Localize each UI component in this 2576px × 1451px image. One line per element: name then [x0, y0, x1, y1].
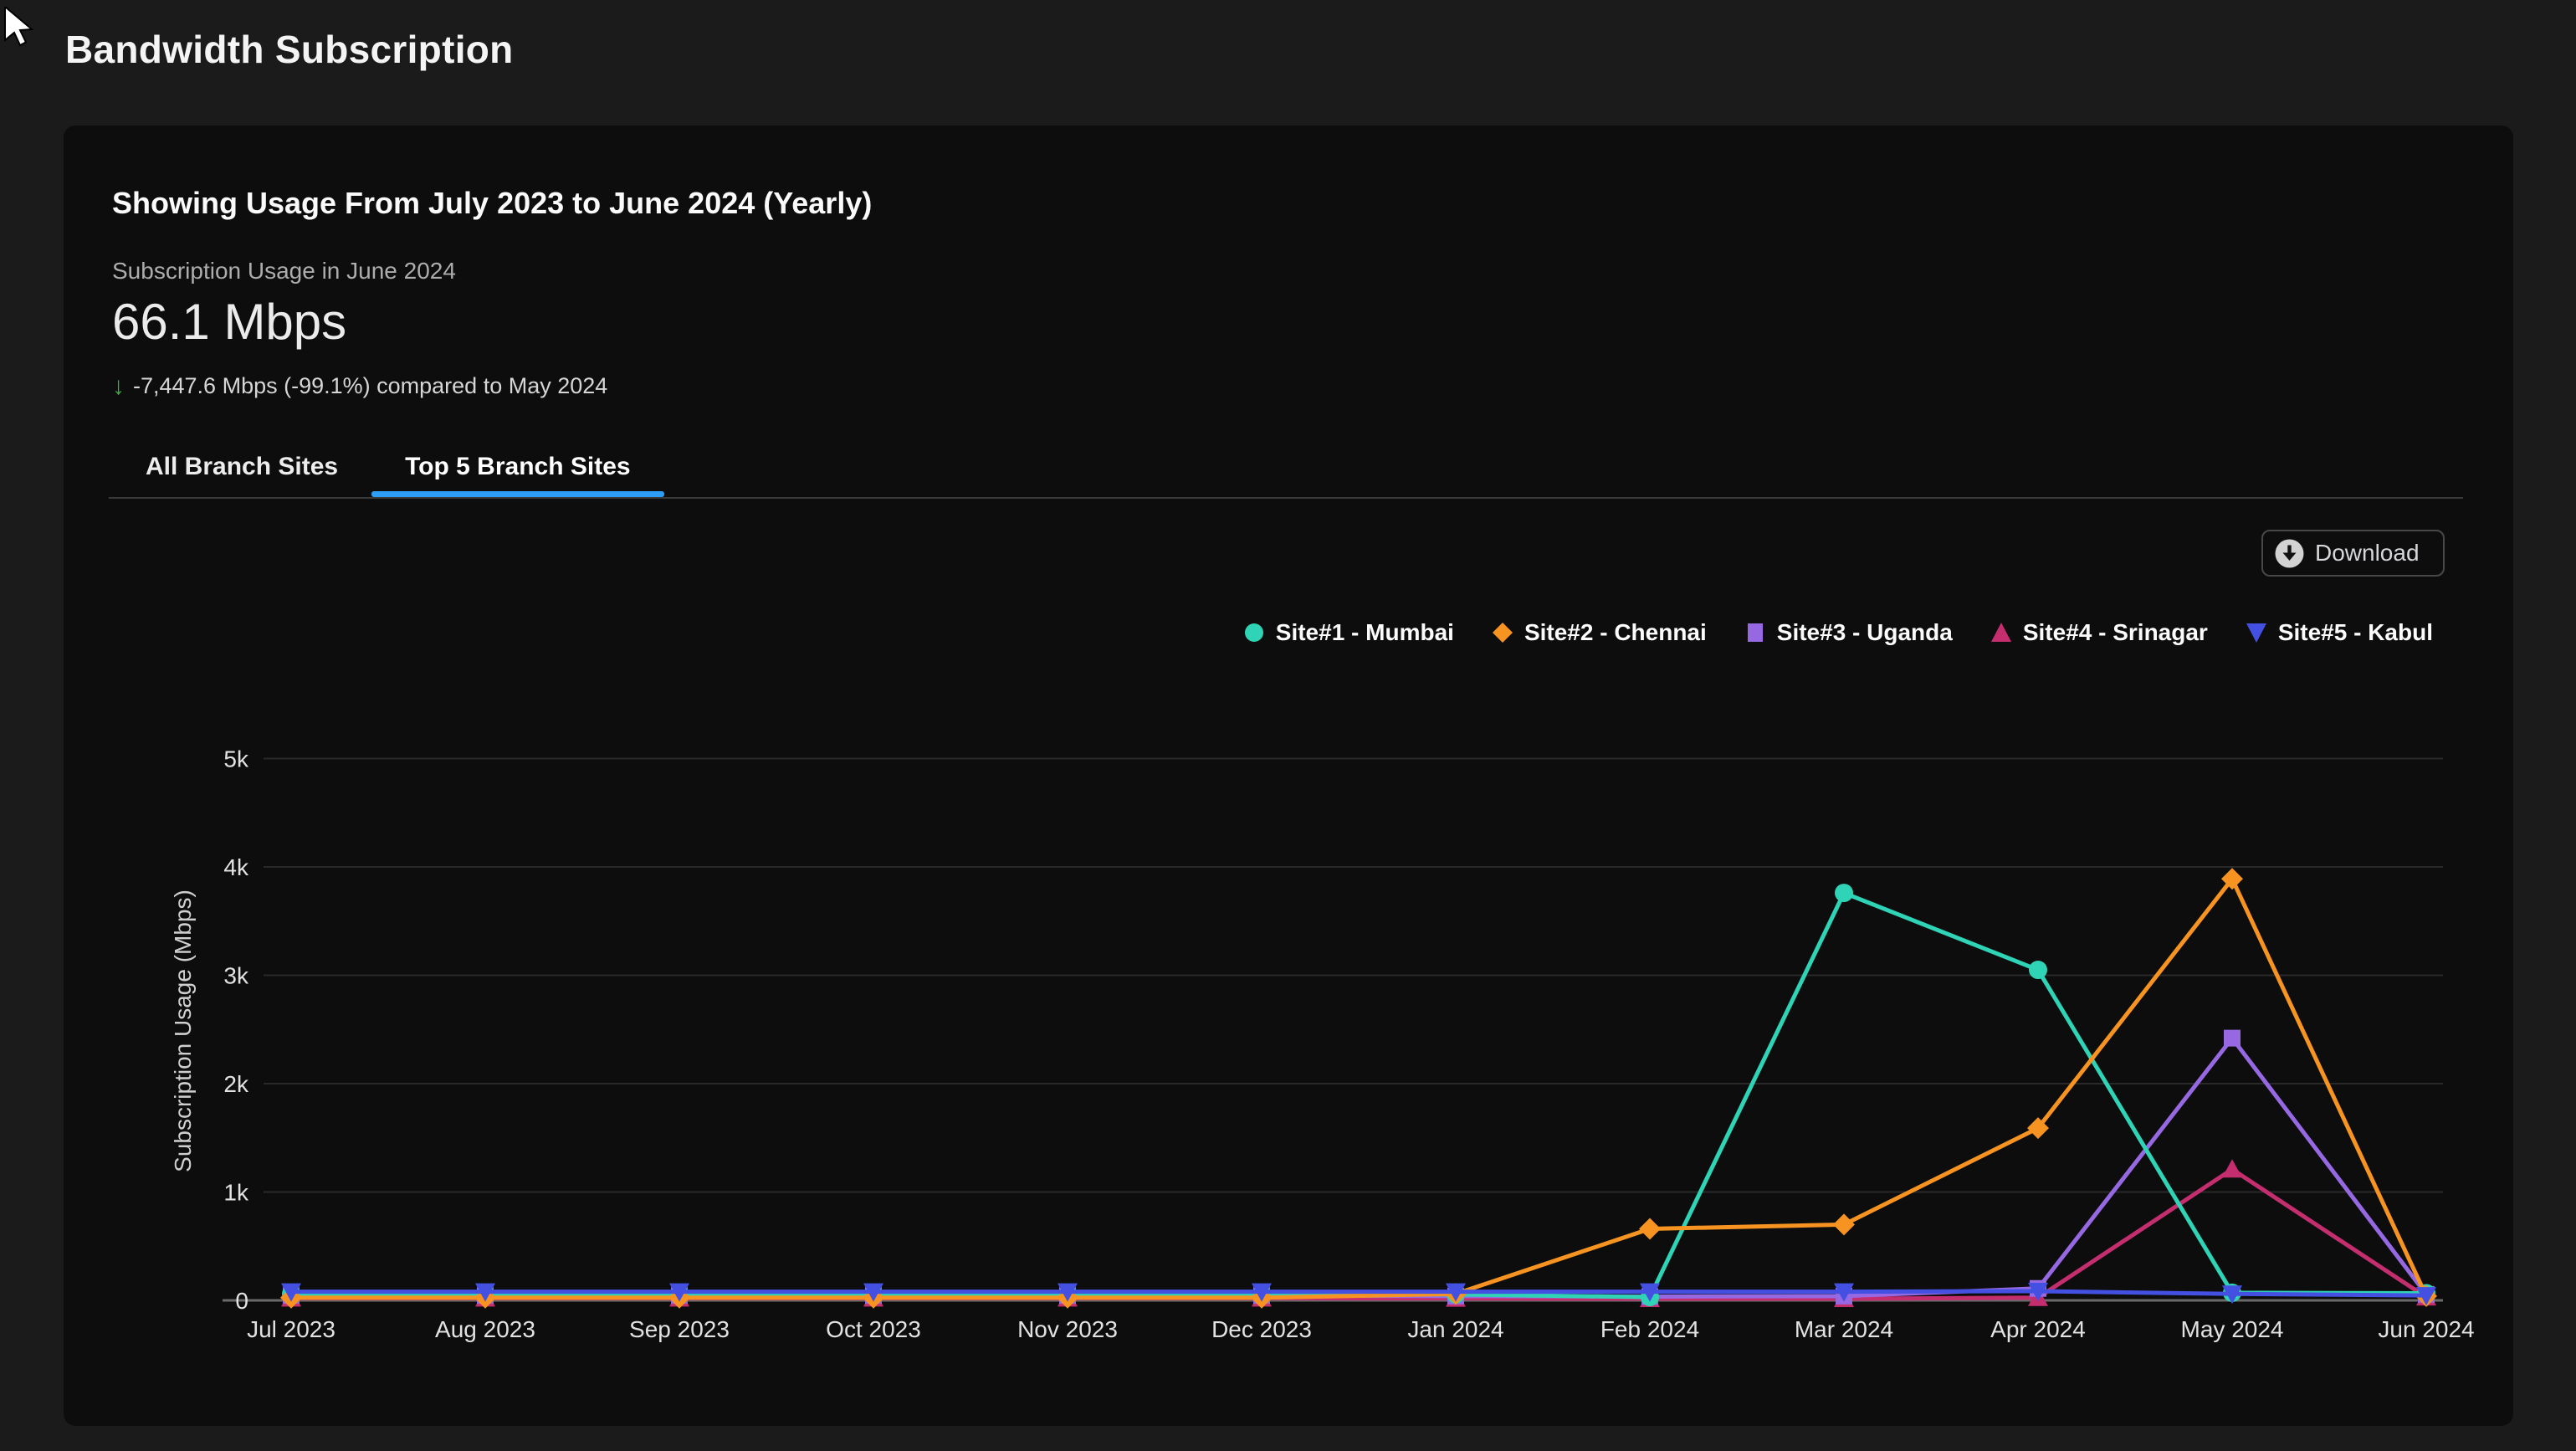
legend-marker-icon	[1747, 623, 1763, 642]
x-tick-label: Oct 2023	[826, 1316, 921, 1342]
x-tick-label: Nov 2023	[1017, 1316, 1118, 1342]
data-point-marker	[281, 1283, 301, 1302]
y-tick-label: 5k	[223, 746, 249, 772]
tab-top-5-branch-sites[interactable]: Top 5 Branch Sites	[371, 442, 664, 497]
data-point-marker	[2029, 961, 2047, 980]
data-point-marker	[1446, 1283, 1466, 1302]
legend-item[interactable]: Site#5 - Kabul	[2245, 619, 2433, 646]
usage-line-chart: 0 1k 2k 3k 4k 5k Jul 2023 Aug 2023 Sep 2023 Oct 2…	[167, 728, 2476, 1389]
x-tick-label: Jul 2023	[247, 1316, 335, 1342]
y-tick-label: 1k	[223, 1180, 249, 1206]
x-tick-label: Mar 2024	[1795, 1316, 1893, 1342]
y-tick-label: 3k	[223, 963, 249, 989]
data-point-marker	[2416, 1287, 2436, 1306]
data-point-marker	[1640, 1283, 1660, 1302]
usage-value: 66.1 Mbps	[112, 294, 347, 350]
data-point-marker	[2027, 1117, 2049, 1140]
mouse-cursor-icon	[4, 7, 34, 47]
x-tick-label: Apr 2024	[1990, 1316, 2086, 1342]
data-point-marker	[2222, 1285, 2242, 1305]
x-tick-label: Feb 2024	[1600, 1316, 1699, 1342]
bandwidth-subscription-card: Showing Usage From July 2023 to June 202…	[64, 126, 2513, 1426]
x-tick-label: Sep 2023	[629, 1316, 730, 1342]
series-line	[289, 1289, 2429, 1298]
chart-legend: Site#1 - Mumbai Site#2 - Chennai Site#3 - …	[1242, 619, 2433, 646]
x-tick-label: Aug 2023	[435, 1316, 535, 1342]
usage-period-label: Subscription Usage in June 2024	[112, 258, 456, 284]
data-point-marker	[475, 1283, 495, 1302]
data-point-marker	[2221, 868, 2243, 890]
legend-item[interactable]: Site#4 - Srinagar	[1990, 619, 2208, 646]
data-point-marker	[1058, 1283, 1078, 1302]
usage-range-heading: Showing Usage From July 2023 to June 202…	[112, 186, 873, 220]
series-line	[289, 1036, 2429, 1299]
legend-marker-icon	[2246, 623, 2266, 643]
legend-label: Site#5 - Kabul	[2277, 619, 2433, 645]
data-point-marker	[2224, 1029, 2241, 1047]
series-line	[289, 890, 2429, 1300]
data-point-marker	[2222, 1159, 2242, 1178]
legend-label: Site#1 - Mumbai	[1275, 619, 1454, 645]
tab-all-branch-sites[interactable]: All Branch Sites	[146, 453, 339, 480]
download-button[interactable]: Download	[2261, 530, 2445, 577]
download-icon	[2275, 539, 2304, 567]
usage-change-row: ↓ -7,447.6 Mbps (-99.1%) compared to May…	[112, 373, 607, 399]
legend-marker-icon	[1244, 623, 1263, 642]
y-axis-title: Subscription Usage (Mbps)	[170, 890, 196, 1172]
page-title: Bandwidth Subscription	[65, 28, 514, 71]
data-point-marker	[1835, 884, 1853, 903]
tabs-divider	[109, 497, 2463, 499]
data-point-marker	[1639, 1218, 1661, 1240]
data-point-marker	[669, 1283, 689, 1302]
y-tick-label: 2k	[223, 1071, 249, 1097]
legend-item[interactable]: Site#1 - Mumbai	[1242, 619, 1454, 646]
x-tick-label: Dec 2023	[1211, 1316, 1312, 1342]
x-tick-label: Jun 2024	[2378, 1316, 2474, 1342]
data-point-marker	[2028, 1282, 2048, 1301]
y-tick-label: 4k	[223, 854, 249, 880]
decrease-arrow-icon: ↓	[112, 372, 125, 400]
legend-item[interactable]: Site#2 - Chennai	[1491, 619, 1707, 646]
legend-marker-icon	[1492, 623, 1513, 643]
data-point-marker	[1834, 1283, 1854, 1302]
x-tick-label: May 2024	[2181, 1316, 2284, 1342]
legend-label: Site#4 - Srinagar	[2022, 619, 2208, 645]
branch-sites-tabs: All Branch Sites Top 5 Branch Sites	[112, 442, 664, 497]
x-tick-label: Jan 2024	[1407, 1316, 1503, 1342]
data-point-marker	[1252, 1283, 1272, 1302]
legend-item[interactable]: Site#3 - Uganda	[1744, 619, 1953, 646]
series-line	[289, 876, 2429, 1300]
y-tick-label: 0	[235, 1288, 248, 1314]
legend-label: Site#3 - Uganda	[1776, 619, 1953, 645]
series-line	[289, 1166, 2429, 1301]
download-button-label: Download	[2315, 540, 2420, 566]
legend-marker-icon	[1990, 623, 2011, 642]
data-point-marker	[1833, 1213, 1855, 1236]
usage-change-text: -7,447.6 Mbps (-99.1%) compared to May 2…	[133, 373, 608, 398]
data-point-marker	[863, 1283, 883, 1302]
legend-label: Site#2 - Chennai	[1524, 619, 1707, 645]
